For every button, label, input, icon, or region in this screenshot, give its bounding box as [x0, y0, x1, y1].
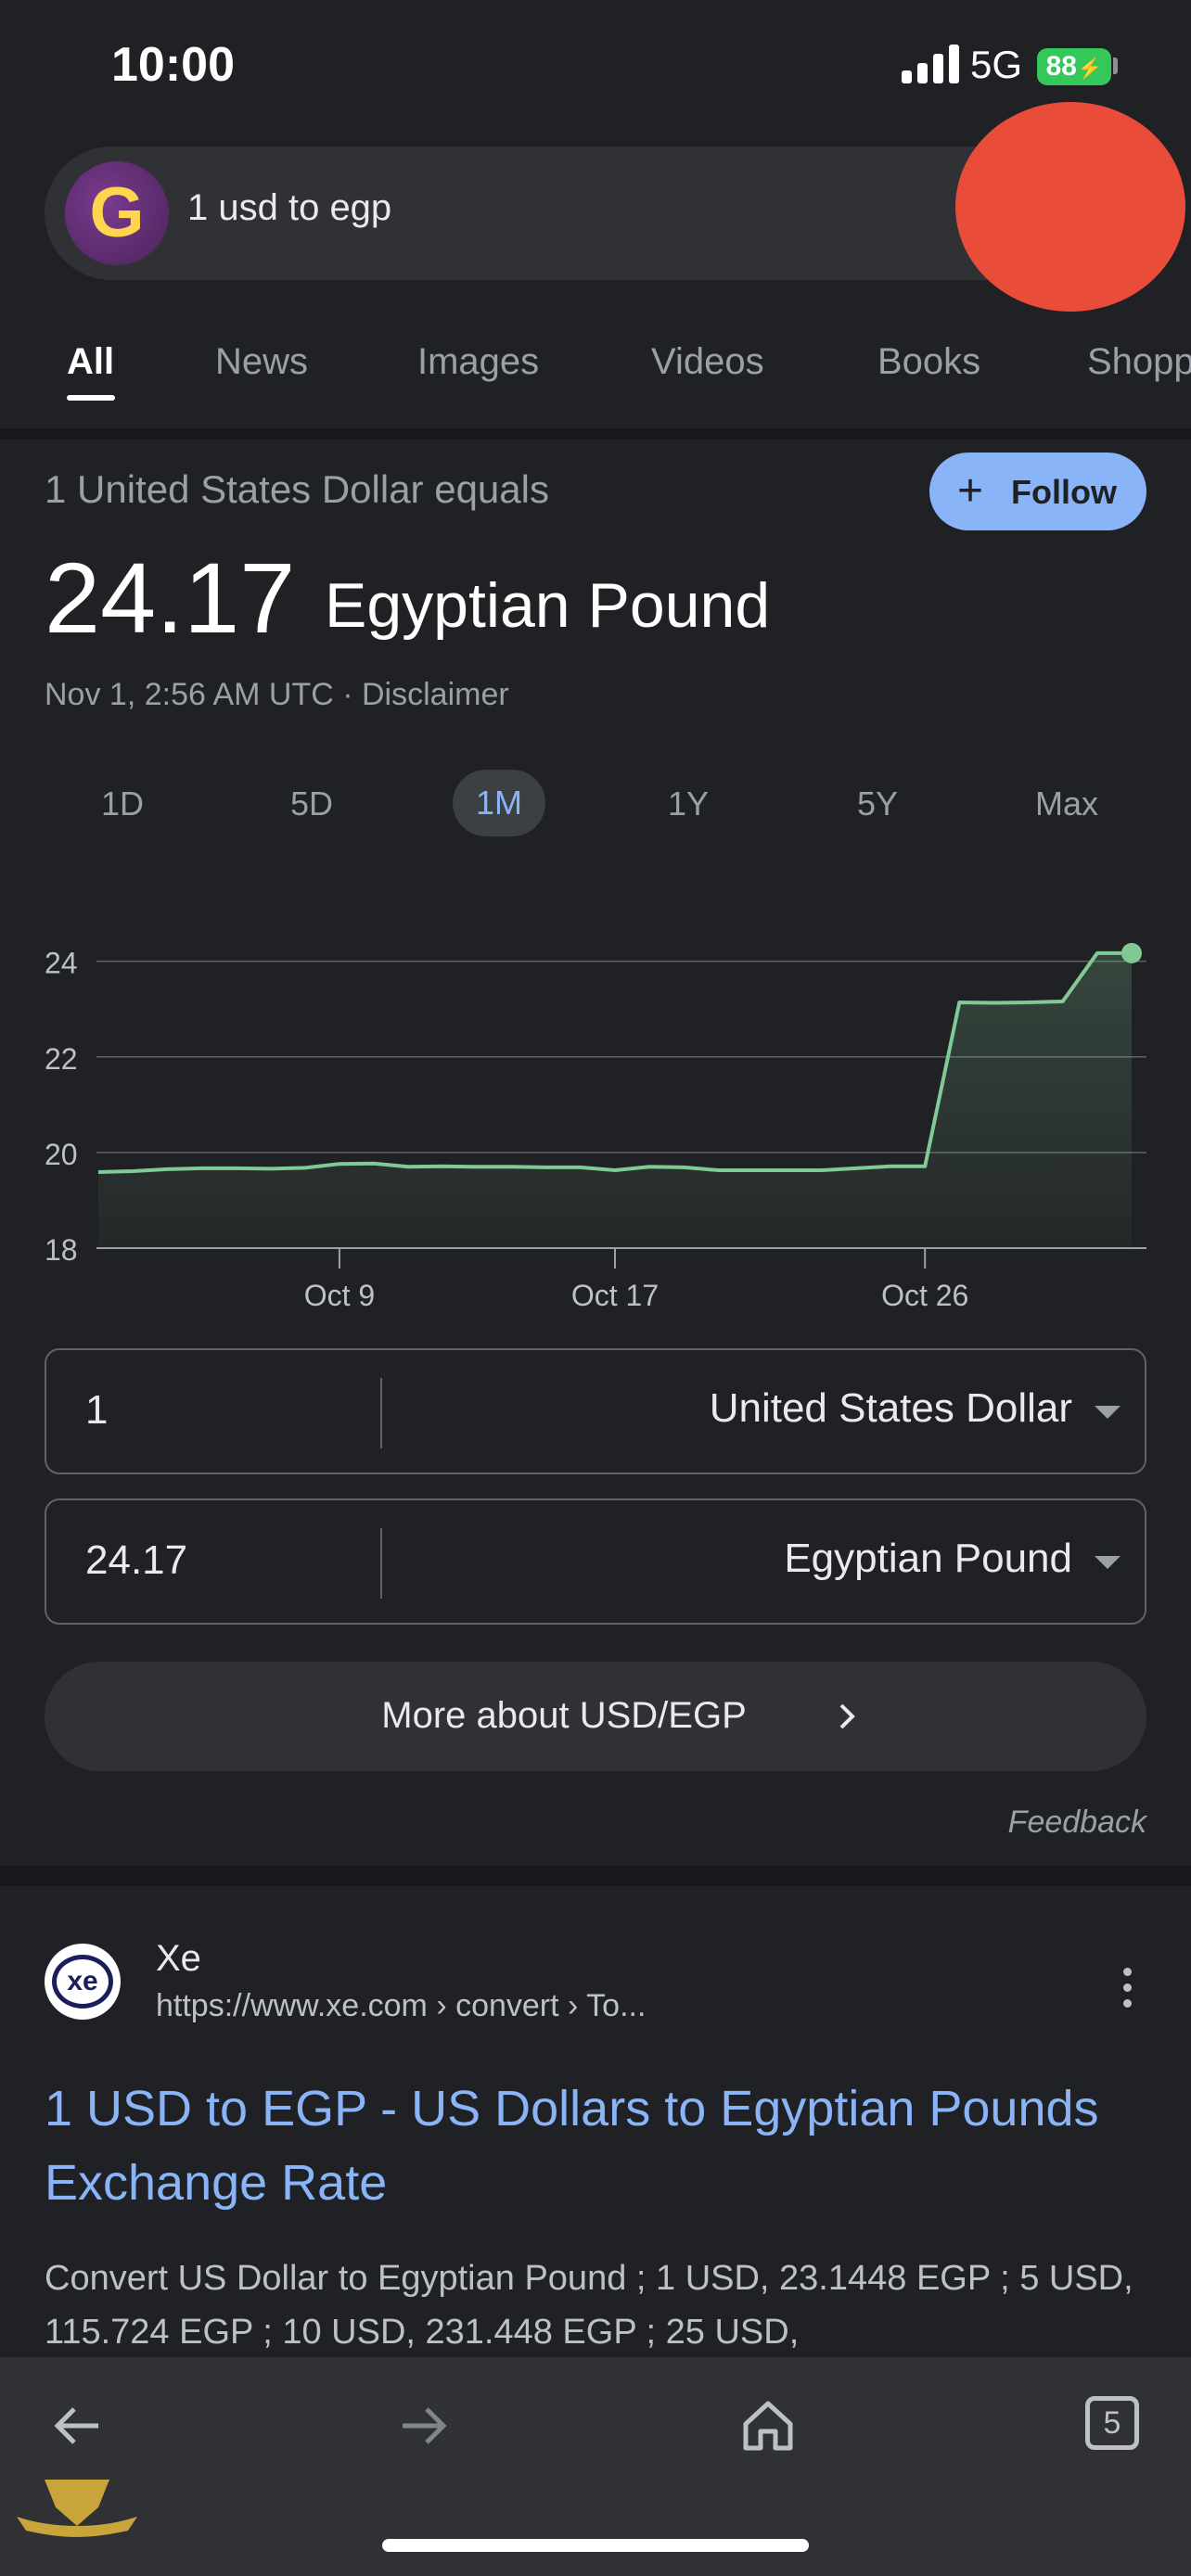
last-point-marker	[1121, 942, 1142, 963]
chart-svg: 18 20 22 24 Oct 9 Oct 17 Oct 26	[45, 942, 1146, 1312]
tab-videos[interactable]: Videos	[651, 341, 764, 382]
x-tick-label: Oct 17	[571, 1279, 659, 1312]
google-doodle-icon[interactable]: G	[65, 161, 169, 265]
from-currency-box: 1 United States Dollar	[45, 1348, 1146, 1474]
more-options-icon[interactable]	[1119, 1968, 1137, 2009]
series-line	[97, 950, 1132, 1174]
site-name[interactable]: Xe	[156, 1938, 201, 1979]
y-tick-label: 24	[45, 947, 78, 980]
network-type: 5G	[970, 43, 1023, 86]
follow-label: Follow	[1011, 473, 1117, 511]
tab-count: 5	[1103, 2405, 1121, 2441]
more-about-label: More about USD/EGP	[381, 1695, 747, 1736]
area-fill	[98, 952, 1132, 1248]
y-tick-label: 18	[45, 1233, 78, 1267]
rate-unit: Egyptian Pound	[325, 570, 771, 641]
follow-button[interactable]: + Follow	[929, 453, 1146, 530]
redaction-overlay	[955, 102, 1185, 312]
tab-images[interactable]: Images	[417, 341, 540, 382]
tab-news[interactable]: News	[215, 341, 309, 382]
result-snippet: Convert US Dollar to Egyptian Pound ; 1 …	[45, 2259, 1133, 2352]
home-icon[interactable]	[738, 2396, 798, 2455]
range-tab-1m[interactable]: 1M	[453, 770, 545, 836]
forward-arrow-icon[interactable]	[393, 2396, 453, 2455]
chevron-right-icon	[839, 1703, 855, 1729]
signal-icon	[902, 45, 959, 83]
y-tick-label: 20	[45, 1138, 78, 1171]
section-divider	[0, 1866, 1191, 1886]
from-amount-input[interactable]: 1	[85, 1387, 109, 1433]
watermark-logo-icon	[17, 2480, 137, 2537]
back-arrow-icon[interactable]	[48, 2396, 108, 2455]
rate-timestamp[interactable]: Nov 1, 2:56 AM UTC · Disclaimer	[45, 677, 509, 712]
range-tab-1y[interactable]: 1Y	[667, 784, 710, 823]
search-bar[interactable]: G 1 usd to egp	[45, 147, 1139, 280]
battery-level: 88	[1045, 51, 1077, 82]
range-tab-max[interactable]: Max	[1034, 784, 1098, 823]
range-tab-5y[interactable]: 5Y	[856, 784, 899, 823]
battery-tip	[1113, 57, 1118, 74]
to-currency-box: 24.17 Egyptian Pound	[45, 1498, 1146, 1625]
site-favicon[interactable]: xe	[45, 1944, 121, 2020]
tab-all[interactable]: All	[67, 341, 115, 382]
to-currency-select[interactable]: Egyptian Pound	[784, 1536, 1072, 1581]
status-bar: 10:00 5G 88⚡	[0, 0, 1191, 139]
active-tab-indicator	[67, 395, 115, 401]
result-title-link[interactable]: 1 USD to EGP - US Dollars to Egyptian Po…	[45, 2081, 1099, 2211]
exchange-rate-chart[interactable]: 18 20 22 24 Oct 9 Oct 17 Oct 26	[0, 890, 1191, 1317]
search-input[interactable]: 1 usd to egp	[187, 187, 392, 228]
y-tick-label: 22	[45, 1042, 78, 1076]
home-indicator	[382, 2539, 809, 2552]
status-time: 10:00	[111, 38, 235, 92]
tab-books[interactable]: Books	[877, 341, 981, 382]
x-tick-label: Oct 26	[881, 1279, 968, 1312]
range-tab-1d[interactable]: 1D	[100, 784, 145, 823]
xe-logo-text: xe	[52, 1955, 113, 2009]
chevron-down-icon[interactable]	[1095, 1556, 1121, 1569]
rate-label: 1 United States Dollar equals	[45, 467, 549, 511]
rate-value: 24.17	[45, 542, 296, 654]
field-separator	[380, 1528, 382, 1599]
plus-icon: +	[957, 466, 984, 516]
search-tabs: All News Images Videos Books Shopp	[0, 323, 1191, 425]
field-separator	[380, 1378, 382, 1448]
range-tab-5d[interactable]: 5D	[289, 784, 334, 823]
to-amount-input[interactable]: 24.17	[85, 1537, 188, 1583]
battery-icon: 88⚡	[1037, 48, 1111, 85]
tab-shopping[interactable]: Shopp	[1087, 341, 1191, 382]
more-about-button[interactable]: More about USD/EGP	[45, 1662, 1146, 1771]
site-url[interactable]: https://www.xe.com › convert › To...	[156, 1988, 647, 2023]
browser-toolbar: 5	[0, 2357, 1191, 2576]
x-tick-label: Oct 9	[304, 1279, 375, 1312]
tabs-icon[interactable]: 5	[1085, 2396, 1139, 2450]
feedback-link[interactable]: Feedback	[1007, 1804, 1146, 1840]
chevron-down-icon[interactable]	[1095, 1406, 1121, 1419]
tabs-divider	[0, 428, 1191, 440]
from-currency-select[interactable]: United States Dollar	[709, 1385, 1072, 1431]
